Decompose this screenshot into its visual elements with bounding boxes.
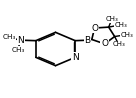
- Text: N: N: [72, 53, 79, 62]
- Text: O: O: [91, 24, 98, 33]
- Text: N: N: [17, 36, 24, 45]
- Text: O: O: [101, 39, 108, 48]
- Text: CH₃: CH₃: [121, 32, 133, 38]
- Text: B: B: [84, 36, 91, 45]
- Text: O: O: [91, 24, 98, 33]
- Text: CH₃: CH₃: [11, 47, 25, 53]
- Text: N: N: [17, 36, 24, 45]
- Text: CH₃: CH₃: [2, 34, 16, 40]
- Text: B: B: [84, 36, 91, 45]
- Text: N: N: [72, 53, 79, 62]
- Text: CH₃: CH₃: [106, 16, 118, 22]
- Text: CH₃: CH₃: [112, 41, 125, 47]
- Text: CH₃: CH₃: [115, 22, 127, 28]
- Text: O: O: [101, 39, 108, 48]
